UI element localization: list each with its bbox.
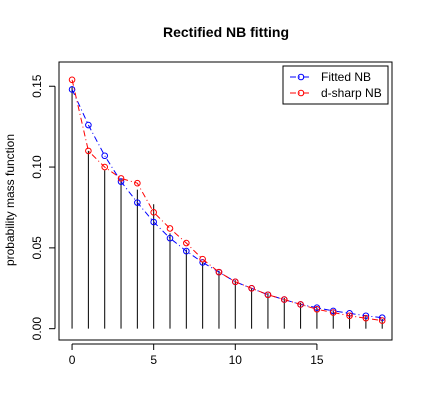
series-point-2 xyxy=(101,163,109,171)
series-point-1 xyxy=(166,234,174,242)
series-point-2 xyxy=(313,305,321,313)
series-point-1 xyxy=(183,247,190,255)
series-point-2 xyxy=(280,296,288,303)
series-point-1 xyxy=(378,314,386,321)
x-tick-label: 15 xyxy=(310,353,324,367)
series-line-2 xyxy=(71,79,383,322)
series-line-1 xyxy=(71,89,383,319)
series-point-2 xyxy=(378,317,386,324)
series-point-2 xyxy=(134,179,141,187)
series-point-2 xyxy=(329,309,337,316)
series-point-2 xyxy=(297,301,304,308)
axes: 0 5 10 15 0.00 0.05 0.10 0.15 xyxy=(30,61,393,367)
series-point-2 xyxy=(183,239,190,247)
series-point-2 xyxy=(166,225,174,232)
legend: Fitted NB d-sharp NB xyxy=(282,65,389,105)
series-point-2 xyxy=(117,175,125,182)
y-tick-label: 0.05 xyxy=(30,236,44,260)
series-point-2 xyxy=(231,278,239,286)
plot-frame xyxy=(58,61,393,341)
series-point-2 xyxy=(264,291,272,299)
x-tick-label: 0 xyxy=(69,353,76,367)
series-point-1 xyxy=(101,152,109,160)
y-tick-label: 0.00 xyxy=(30,317,44,341)
x-tick-label: 5 xyxy=(150,353,157,367)
legend-label: Fitted NB xyxy=(321,70,371,84)
series-point-2 xyxy=(68,76,76,84)
series-point-2 xyxy=(362,314,370,322)
legend-label: d-sharp NB xyxy=(321,86,382,100)
series-point-1 xyxy=(68,86,76,93)
legend-marker xyxy=(297,89,305,97)
series-point-2 xyxy=(199,255,206,263)
x-tick-label: 10 xyxy=(229,353,243,367)
series-point-1 xyxy=(150,218,157,226)
chart-title: Rectified NB fitting xyxy=(163,24,289,40)
series-point-2 xyxy=(215,268,223,276)
series-point-1 xyxy=(362,312,370,320)
y-axis-title: probability mass function xyxy=(3,134,17,266)
series-point-1 xyxy=(85,121,92,129)
series-point-1 xyxy=(134,199,141,206)
series-point-2 xyxy=(85,147,92,155)
legend-box xyxy=(282,65,389,105)
series-point-2 xyxy=(346,312,353,320)
series-lines xyxy=(68,76,386,324)
histogram-bars xyxy=(71,86,383,329)
y-tick-label: 0.10 xyxy=(30,155,44,179)
legend-marker xyxy=(297,73,305,81)
series-point-2 xyxy=(150,209,157,216)
y-tick-label: 0.15 xyxy=(30,74,44,98)
series-point-1 xyxy=(117,178,125,185)
series-point-2 xyxy=(248,284,255,292)
